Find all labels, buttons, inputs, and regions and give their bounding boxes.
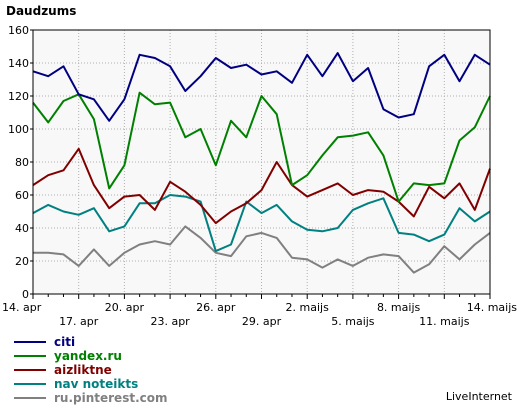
y-tick-label: 140 <box>8 57 29 70</box>
y-tick-label: 80 <box>15 156 29 169</box>
legend-label-nav-noteikts: nav noteikts <box>54 377 138 391</box>
chart-title: Daudzums <box>6 4 76 18</box>
series-line-ru-pinterest-com <box>33 225 491 274</box>
x-tick-label: 17. apr <box>59 315 99 328</box>
legend-label-aizliktne: aizliktne <box>54 363 112 377</box>
x-tick-label: 8. maijs <box>377 301 421 314</box>
x-tick-label: 14. maijs <box>467 301 518 314</box>
x-tick-label: 2. maijs <box>286 301 330 314</box>
series-layer <box>32 52 491 274</box>
series-line-nav-noteikts <box>32 194 491 253</box>
x-tick-label: 23. apr <box>150 315 190 328</box>
series-line-aizliktne <box>32 147 491 225</box>
y-tick-label: 0 <box>22 288 29 301</box>
y-tick-label: 40 <box>15 222 29 235</box>
x-tick-label: 14. apr <box>2 301 42 314</box>
y-axis-ticks: 0 20 40 60 80 100 120 140 160 <box>8 24 33 301</box>
legend-label-citi: citi <box>54 335 75 349</box>
credit-label: LiveInternet <box>446 390 513 403</box>
x-axis-ticks: 14. apr 20. apr 26. apr 2. maijs 8. maijs 14.… <box>2 294 517 328</box>
x-tick-label: 20. apr <box>105 301 145 314</box>
x-tick-label: 5. maijs <box>331 315 375 328</box>
grid-layer <box>33 30 490 294</box>
legend-label-yandex-ru: yandex.ru <box>54 349 122 363</box>
y-tick-label: 120 <box>8 90 29 103</box>
y-tick-label: 20 <box>15 255 29 268</box>
x-tick-label: 29. apr <box>242 315 282 328</box>
series-line-yandex-ru <box>32 91 491 203</box>
x-tick-label: 11. maijs <box>419 315 470 328</box>
x-tick-label: 26. apr <box>196 301 236 314</box>
y-tick-label: 60 <box>15 189 29 202</box>
series-line-citi <box>32 52 491 122</box>
y-tick-label: 100 <box>8 123 29 136</box>
legend-label-ru-pinterest-com: ru.pinterest.com <box>54 391 168 405</box>
y-tick-label: 160 <box>8 24 29 37</box>
